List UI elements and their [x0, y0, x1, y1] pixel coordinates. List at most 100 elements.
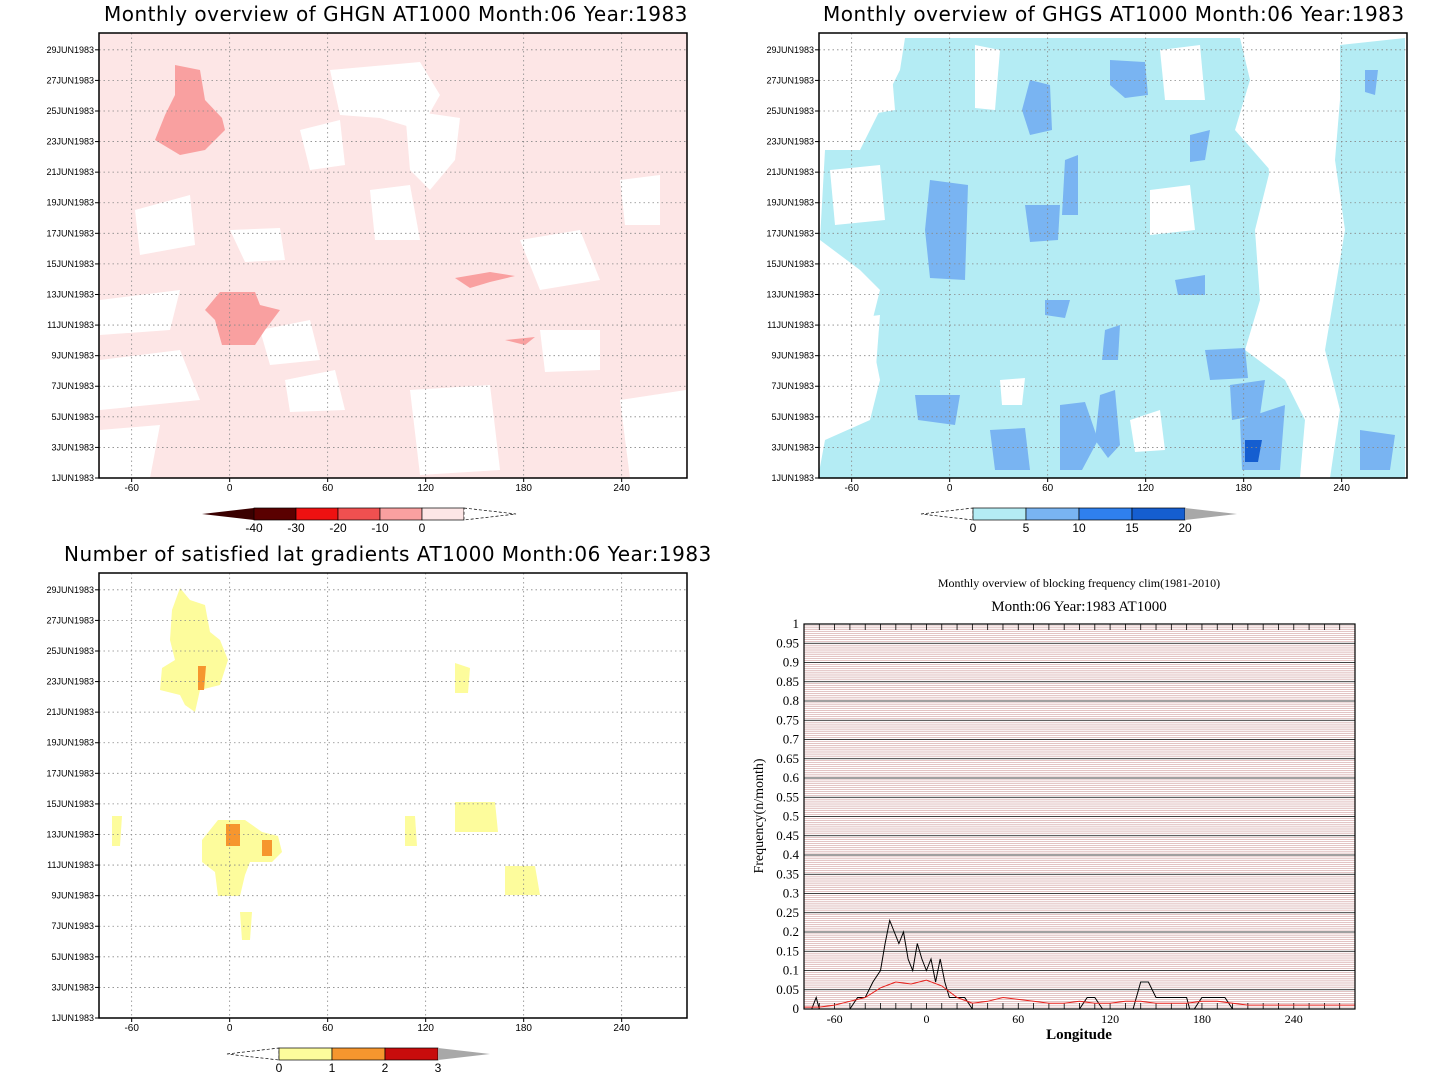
colorbar-swatch	[972, 507, 1027, 521]
contour-region	[240, 912, 252, 940]
contour-region	[1190, 130, 1210, 162]
y-tick-label: 0.6	[783, 770, 800, 785]
y-tick-label: 5JUN1983	[51, 952, 94, 962]
contour-region	[405, 816, 417, 846]
x-tick-label: 240	[1333, 483, 1350, 494]
contour-region	[100, 425, 160, 478]
contour-region	[285, 370, 345, 412]
colorbar-label: 10	[1072, 521, 1086, 535]
contour-region	[370, 185, 420, 240]
y-tick-label: 0.1	[783, 963, 799, 978]
colorbar-label: 0	[419, 521, 426, 535]
colorbar-over-arrow	[1185, 508, 1237, 520]
y-tick-label: 9JUN1983	[771, 351, 814, 361]
y-tick-label: 29JUN1983	[46, 585, 94, 595]
contour-region	[198, 666, 206, 690]
y-tick-label: 23JUN1983	[46, 137, 94, 147]
colorbar-label: 2	[382, 1061, 389, 1075]
colorbar: 0 1 2 3	[226, 1047, 490, 1075]
y-tick-label: 7JUN1983	[51, 921, 94, 931]
chart-subtitle: Month:06 Year:1983 AT1000	[991, 599, 1166, 615]
contour-region	[1175, 275, 1205, 295]
colorbar-over-arrow	[463, 507, 517, 521]
contour-region	[1062, 155, 1078, 215]
colorbar-label: 5	[1023, 521, 1030, 535]
heatmap-panel-1: Monthly overview of GHGS AT1000 Month:06…	[766, 2, 1408, 535]
y-tick-label: 0.35	[776, 866, 799, 881]
y-tick-label: 5JUN1983	[51, 412, 94, 422]
colorbar-label: -30	[287, 521, 305, 535]
colorbar-swatch	[1025, 507, 1080, 521]
y-tick-label: 0	[793, 1001, 800, 1016]
y-tick-label: 25JUN1983	[46, 646, 94, 656]
y-tick-label: 15JUN1983	[46, 799, 94, 809]
contour-region	[410, 385, 500, 475]
y-tick-label: 0.85	[776, 674, 799, 689]
y-tick-label: 0.4	[783, 847, 800, 862]
y-tick-label: 11JUN1983	[47, 320, 94, 330]
x-tick-label: -60	[124, 1023, 139, 1034]
x-axis-label: Longitude	[1046, 1027, 1112, 1043]
colorbar-label: -20	[329, 521, 347, 535]
x-tick-label: 60	[1012, 1012, 1024, 1026]
contour-region	[405, 110, 460, 190]
y-tick-label: 29JUN1983	[766, 45, 814, 55]
x-tick-label: 180	[1193, 1012, 1211, 1026]
y-tick-label: 0.7	[783, 732, 800, 747]
contour-region	[620, 390, 686, 478]
contour-region	[112, 816, 122, 846]
y-tick-label: 15JUN1983	[766, 259, 814, 269]
y-tick-label: 1	[793, 616, 800, 631]
y-tick-label: 3JUN1983	[51, 442, 94, 452]
contour-region	[1245, 440, 1262, 462]
contour-region	[135, 195, 195, 255]
contour-region	[620, 175, 660, 225]
colorbar-swatch	[384, 1047, 439, 1061]
contour-region	[1022, 80, 1052, 135]
y-tick-label: 0.8	[783, 693, 799, 708]
x-tick-label: 180	[515, 1023, 532, 1034]
x-tick-label: 120	[417, 1023, 434, 1034]
y-tick-label: 25JUN1983	[46, 106, 94, 116]
y-tick-label: 0.55	[776, 789, 799, 804]
contour-region	[520, 230, 600, 290]
contour-region	[1060, 402, 1098, 470]
plot-frame	[98, 32, 688, 479]
contour-region	[1365, 70, 1378, 95]
x-tick-label: 240	[613, 1023, 630, 1034]
colorbar-swatch	[253, 507, 297, 521]
contour-region	[455, 272, 515, 288]
y-tick-label: 25JUN1983	[766, 106, 814, 116]
contour-region	[840, 50, 895, 118]
y-tick-label: 13JUN1983	[766, 289, 814, 299]
contour-region	[455, 802, 498, 832]
x-tick-label: -60	[124, 483, 139, 494]
contour-region	[1265, 85, 1310, 195]
contour-region	[1095, 390, 1120, 458]
colorbar-label: 20	[1178, 521, 1192, 535]
x-tick-label: 180	[515, 483, 532, 494]
colorbar-under-arrow	[226, 1047, 280, 1061]
y-tick-label: 19JUN1983	[46, 738, 94, 748]
colorbar-label: 0	[970, 521, 977, 535]
heatmap-panel-2: Number of satisfied lat gradients AT1000…	[46, 542, 711, 1075]
contour-region	[975, 45, 1000, 110]
contour-region	[505, 866, 540, 895]
contour-region	[1360, 430, 1395, 470]
y-tick-label: 0.2	[783, 924, 799, 939]
colorbar-swatch	[331, 1047, 386, 1061]
contour-region	[455, 663, 470, 693]
colorbar-swatch	[1078, 507, 1133, 521]
x-tick-label: 0	[227, 483, 233, 494]
y-tick-label: 29JUN1983	[46, 45, 94, 55]
y-tick-label: 27JUN1983	[46, 75, 94, 85]
y-tick-label: 5JUN1983	[771, 412, 814, 422]
contour-region	[840, 315, 880, 382]
y-tick-label: 19JUN1983	[766, 198, 814, 208]
y-tick-label: 1JUN1983	[51, 473, 94, 483]
contour-region	[540, 330, 600, 372]
y-tick-label: 0.3	[783, 886, 799, 901]
contour-region	[205, 292, 280, 345]
contour-region	[1325, 38, 1405, 478]
